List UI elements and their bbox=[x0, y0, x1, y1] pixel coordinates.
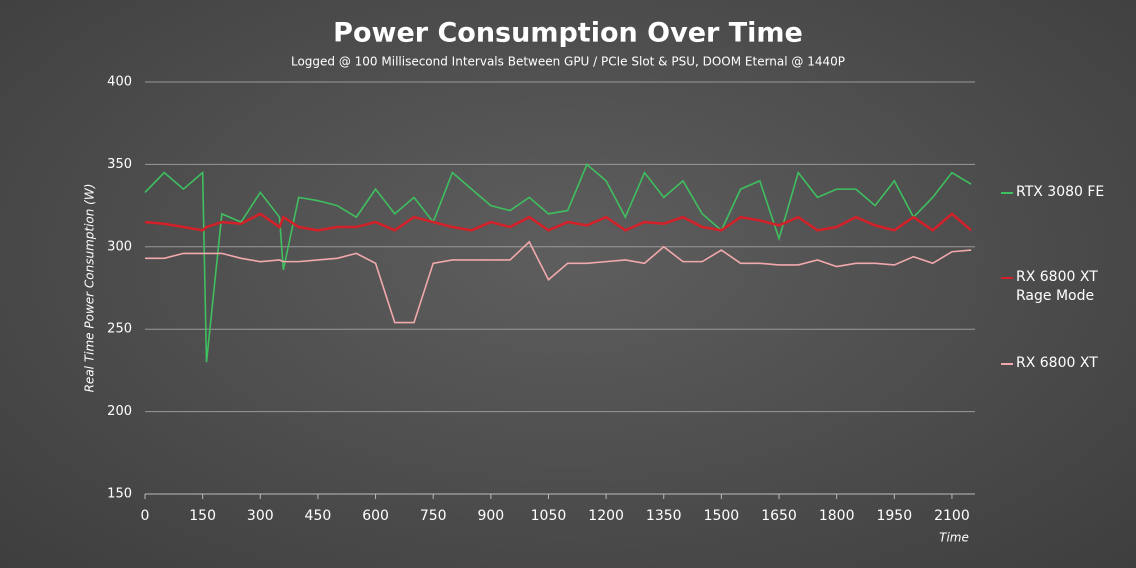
y-tick-label: 200 bbox=[107, 404, 132, 419]
x-tick-label: 1500 bbox=[704, 508, 740, 524]
x-tick-label: 1350 bbox=[646, 508, 682, 524]
x-tick-label: 300 bbox=[247, 508, 274, 524]
y-tick-label: 250 bbox=[107, 322, 132, 337]
y-tick-label: 350 bbox=[107, 157, 132, 172]
x-tick-label: 600 bbox=[362, 508, 389, 524]
legend-item: RX 6800 XT Rage Mode bbox=[1001, 268, 1126, 306]
x-tick-label: 0 bbox=[141, 508, 150, 524]
x-tick-label: 1800 bbox=[819, 508, 855, 524]
x-tick-label: 150 bbox=[189, 508, 216, 524]
x-tick-label: 2100 bbox=[934, 508, 970, 524]
x-tick-label: 1650 bbox=[761, 508, 797, 524]
chart-title: Power Consumption Over Time bbox=[333, 18, 803, 49]
legend-swatch bbox=[1001, 277, 1013, 279]
series-line bbox=[145, 240, 972, 324]
series-line bbox=[144, 212, 972, 232]
y-tick-label: 400 bbox=[107, 75, 132, 90]
x-tick-label: 900 bbox=[477, 508, 504, 524]
x-tick-label: 1200 bbox=[588, 508, 624, 524]
x-axis-label: Time bbox=[939, 531, 969, 545]
x-tick-label: 1050 bbox=[531, 508, 567, 524]
series-line bbox=[144, 163, 972, 363]
legend-swatch bbox=[1001, 192, 1013, 194]
legend-label: RX 6800 XT Rage Mode bbox=[1016, 269, 1098, 304]
x-tick-label: 750 bbox=[420, 508, 447, 524]
y-tick-label: 300 bbox=[107, 239, 132, 254]
legend-label: RTX 3080 FE bbox=[1016, 184, 1105, 200]
legend-item: RX 6800 XT bbox=[1001, 354, 1126, 373]
legend-item: RTX 3080 FE bbox=[1001, 183, 1126, 202]
y-axis-label: Real Time Power Consumption (W) bbox=[83, 184, 97, 393]
legend-label: RX 6800 XT bbox=[1016, 355, 1098, 371]
legend-swatch bbox=[1001, 363, 1013, 365]
x-tick-label: 450 bbox=[305, 508, 332, 524]
subtitle: Logged @ 100 Millisecond Intervals Betwe… bbox=[291, 55, 845, 69]
y-tick-label: 150 bbox=[107, 487, 132, 502]
x-tick-label: 1950 bbox=[876, 508, 912, 524]
